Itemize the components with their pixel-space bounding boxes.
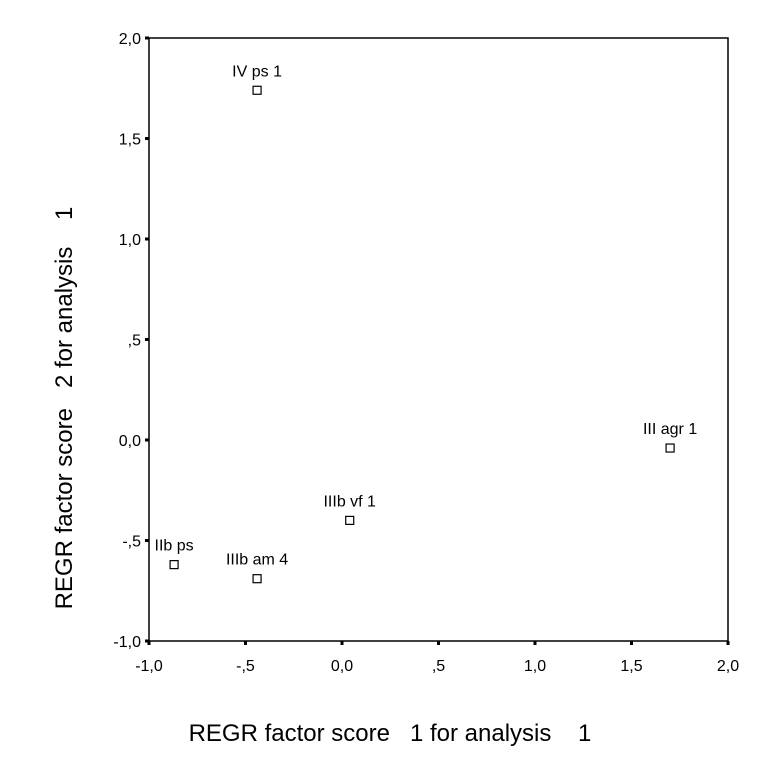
y-axis-ticks: -1,0 -,5 0,0 ,5 1,0 1,5 2,0 <box>113 31 149 651</box>
point-marker <box>252 85 262 95</box>
y-axis-title: REGR factor score 2 for analysis 1 <box>51 207 78 610</box>
point-marker <box>665 443 675 453</box>
y-tick-label: -1,0 <box>113 634 141 651</box>
x-tick-label: 0,0 <box>331 658 353 675</box>
y-tick-label: 1,0 <box>119 232 141 249</box>
x-tick-label: 1,0 <box>524 658 546 675</box>
point-label: III agr 1 <box>643 421 697 438</box>
plot-frame <box>148 37 729 642</box>
point-marker <box>345 515 355 526</box>
point-label: IIIb vf 1 <box>323 493 376 510</box>
y-tick-label: 2,0 <box>119 31 141 48</box>
x-tick-label: -1,0 <box>135 658 163 675</box>
data-point: IV ps 1 <box>232 63 282 95</box>
point-label: IIIb am 4 <box>226 552 288 569</box>
x-tick-label: 2,0 <box>717 658 739 675</box>
x-axis-ticks: -1,0 -,5 0,0 ,5 1,0 1,5 2,0 <box>135 641 739 675</box>
x-axis-title: REGR factor score 1 for analysis 1 <box>189 720 592 747</box>
point-label: IV ps 1 <box>232 63 282 80</box>
data-point: IIIb vf 1 <box>323 493 376 526</box>
point-label: IIb ps <box>155 538 194 555</box>
y-tick-label: ,5 <box>128 333 141 350</box>
data-points: IV ps 1 III agr 1 IIIb vf 1 IIb ps IIIb am 4 <box>155 63 697 584</box>
x-tick-label: 1,5 <box>620 658 642 675</box>
point-marker <box>252 574 262 584</box>
data-point: IIb ps <box>155 538 194 570</box>
x-tick-label: ,5 <box>432 658 445 675</box>
data-point: III agr 1 <box>643 421 697 453</box>
point-marker <box>169 560 179 570</box>
y-tick-label: 1,5 <box>119 132 141 149</box>
data-point: IIIb am 4 <box>226 552 288 584</box>
x-tick-label: -,5 <box>236 658 255 675</box>
y-tick-label: 0,0 <box>119 433 141 450</box>
y-tick-label: -,5 <box>122 534 141 551</box>
